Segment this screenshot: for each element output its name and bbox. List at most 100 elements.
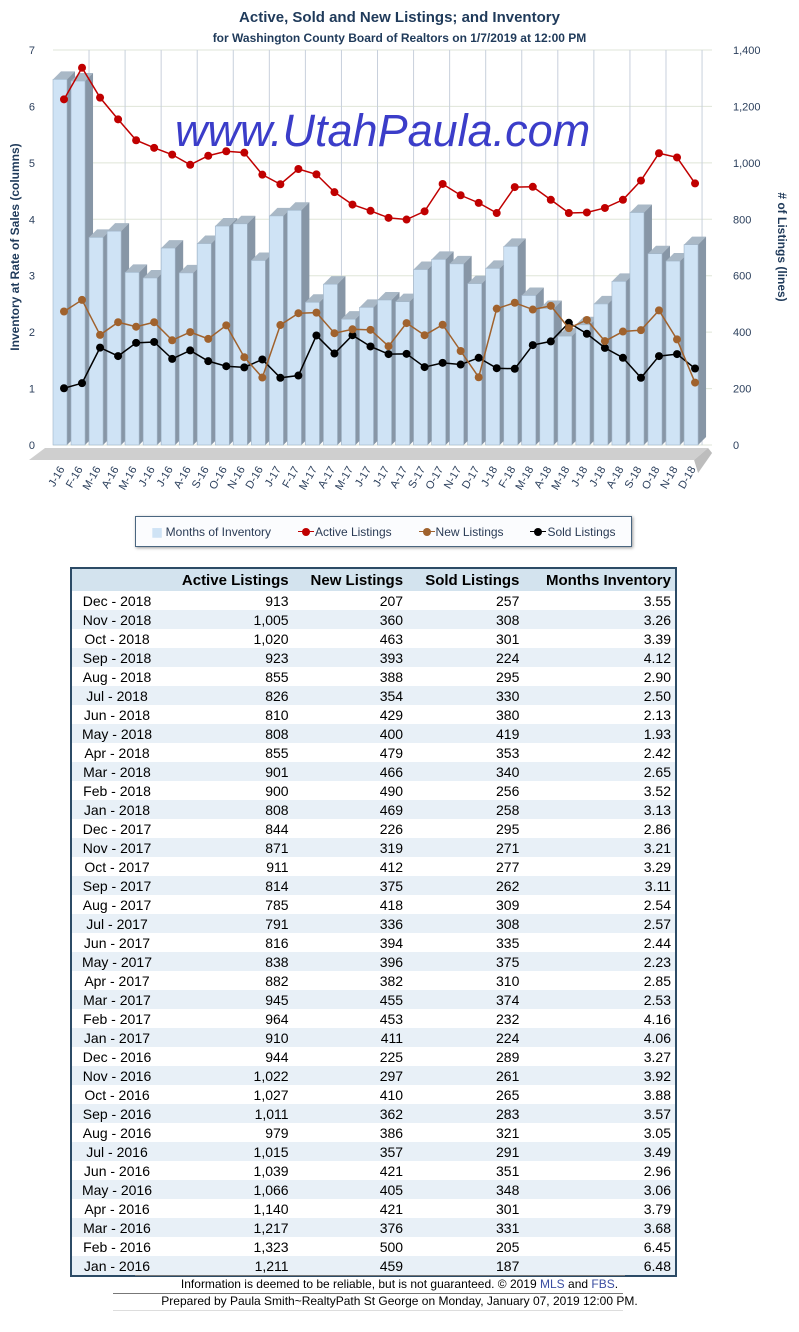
table-row: May - 2016 1,066 405 348 3.06 [71,1180,676,1199]
watermark: www.UtahPaula.com [175,105,591,156]
bar-months-inventory [70,80,86,446]
point-active-listings [438,179,447,188]
table-row: Dec - 2018 913 207 257 3.55 [71,591,676,610]
table-cell: 816 [265,934,289,951]
point-new-listings [402,319,411,328]
table-cell: 1,011 [162,1104,293,1123]
point-new-listings [528,305,537,314]
point-new-listings [186,328,195,337]
table-cell: 3.88 [643,1086,671,1103]
table-cell: 814 [162,876,293,895]
point-new-listings [78,295,87,304]
table-cell: 421 [379,1200,404,1217]
point-sold-listings [168,354,177,363]
point-new-listings [474,373,483,382]
right-tick-label: 1,200 [733,101,761,113]
table-row: Aug - 2017 785 418 309 2.54 [71,895,676,914]
point-active-listings [114,115,123,124]
table-cell: 2.86 [643,820,671,837]
table-cell: 4.12 [523,648,676,667]
table-cell: Aug - 2017 [82,896,152,913]
fbs-link[interactable]: FBS [591,1277,615,1291]
table-cell: 1,005 [162,610,293,629]
table-cell: May - 2017 [71,952,162,971]
table-cell: 375 [292,876,408,895]
table-cell: 2.65 [523,762,676,781]
column-header [71,568,162,591]
column-header: Active Listings [162,568,293,591]
table-cell: 923 [162,648,293,667]
table-cell: 225 [379,1048,404,1065]
table-cell: 380 [496,706,520,723]
table-cell: 410 [379,1086,404,1103]
bar-months-inventory [557,335,573,446]
bar-top [233,215,256,224]
table-header-row: Active Listings New Listings Sold Listings… [71,568,676,591]
point-new-listings [276,321,285,330]
table-cell: 405 [292,1180,408,1199]
disclaimer: Information is deemed to be reliable, bu… [0,1277,799,1291]
table-cell: 418 [379,896,404,913]
point-active-listings [636,176,645,185]
table-cell: 901 [162,762,293,781]
table-cell: 429 [379,706,404,723]
table-row: Nov - 2018 1,005 360 308 3.26 [71,610,676,629]
table-row: May - 2017 838 396 375 2.23 [71,952,676,971]
table-cell: 808 [162,800,293,819]
table-cell: 301 [496,1200,520,1217]
table-cell: 1,015 [162,1142,293,1161]
chart-legend: ▮▮ Months of Inventory Active Listings N… [135,516,632,547]
legend-item-active-listings[interactable]: Active Listings [297,525,392,539]
left-tick-label: 2 [29,327,35,339]
table-row: Dec - 2016 944 225 289 3.27 [71,1047,676,1066]
table-cell: 4.16 [643,1010,671,1027]
table-cell: 310 [496,972,520,989]
table-cell: 1,211 [162,1256,293,1276]
bar-months-inventory [178,272,194,446]
table-cell: Mar - 2017 [71,990,162,1009]
table-cell: 393 [292,648,408,667]
table-cell: 2.96 [643,1162,671,1179]
x-tick-label: M-16 [117,465,140,493]
point-sold-listings [78,379,87,388]
mls-link[interactable]: MLS [540,1277,565,1291]
table-cell: Jan - 2016 [71,1256,162,1276]
point-active-listings [528,182,537,191]
point-new-listings [420,331,429,340]
table-cell: 1,039 [253,1162,289,1179]
bar-top [647,245,670,254]
left-axis-label: Inventory at Rate of Sales (columns) [8,143,22,351]
point-active-listings [222,147,231,156]
point-new-listings [348,325,357,334]
point-new-listings [636,326,645,335]
legend-item-months-inventory[interactable]: ▮▮ Months of Inventory [151,525,271,539]
table-cell: 2.42 [643,744,671,761]
table-cell: 224 [407,1028,524,1047]
table-cell: 838 [162,952,293,971]
point-new-listings [456,346,465,355]
legend-item-new-listings[interactable]: New Listings [418,525,504,539]
point-active-listings [132,136,141,145]
x-tick-label: M-16 [81,465,104,493]
point-sold-listings [204,357,213,366]
disclaimer-text: Information is deemed to be reliable, bu… [180,1277,540,1291]
table-cell: 291 [407,1142,524,1161]
table-cell: 376 [292,1218,408,1237]
table-cell: 207 [379,592,404,609]
bar-chart-icon: ▮▮ [151,524,162,539]
chart-floor [29,448,709,460]
point-new-listings [618,327,627,336]
bar-months-inventory [196,243,212,446]
table-cell: 340 [407,762,524,781]
point-sold-listings [276,373,285,382]
legend-item-sold-listings[interactable]: Sold Listings [530,525,616,539]
point-sold-listings [114,352,123,361]
bar-months-inventory [611,281,627,446]
table-cell: 945 [162,990,293,1009]
point-active-listings [691,179,700,188]
table-cell: 3.49 [523,1142,676,1161]
table-row: Jan - 2018 808 469 258 3.13 [71,800,676,819]
point-active-listings [654,149,663,158]
table-row: May - 2018 808 400 419 1.93 [71,724,676,743]
point-sold-listings [474,353,483,362]
